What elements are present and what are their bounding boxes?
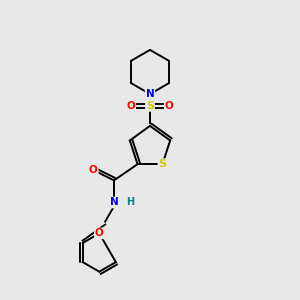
Text: S: S <box>146 101 154 111</box>
Text: O: O <box>127 101 135 111</box>
Text: N: N <box>146 89 154 99</box>
Text: O: O <box>89 165 98 175</box>
Text: H: H <box>126 197 134 208</box>
Text: N: N <box>110 197 118 208</box>
Text: O: O <box>95 228 103 239</box>
Text: O: O <box>165 101 173 111</box>
Text: S: S <box>158 159 166 169</box>
